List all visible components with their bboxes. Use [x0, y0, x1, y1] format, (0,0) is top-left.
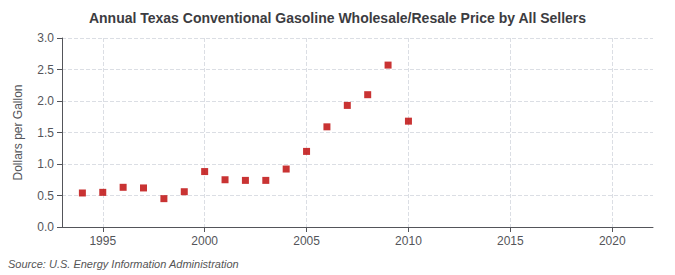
svg-text:2020: 2020	[599, 234, 626, 248]
svg-text:2015: 2015	[497, 234, 524, 248]
svg-text:Annual Texas Conventional Gaso: Annual Texas Conventional Gasoline Whole…	[89, 10, 586, 26]
svg-text:2010: 2010	[395, 234, 422, 248]
svg-text:Dollars per Gallon: Dollars per Gallon	[11, 84, 25, 180]
svg-text:0.5: 0.5	[37, 189, 54, 203]
svg-text:0.0: 0.0	[37, 220, 54, 234]
svg-text:2005: 2005	[293, 234, 320, 248]
svg-text:1.0: 1.0	[37, 157, 54, 171]
svg-text:Source: U.S. Energy Informatio: Source: U.S. Energy Information Administ…	[8, 258, 239, 270]
svg-text:1995: 1995	[89, 234, 116, 248]
svg-text:1.5: 1.5	[37, 126, 54, 140]
svg-text:2.5: 2.5	[37, 63, 54, 77]
svg-text:2000: 2000	[191, 234, 218, 248]
svg-text:3.0: 3.0	[37, 31, 54, 45]
svg-text:2.0: 2.0	[37, 94, 54, 108]
